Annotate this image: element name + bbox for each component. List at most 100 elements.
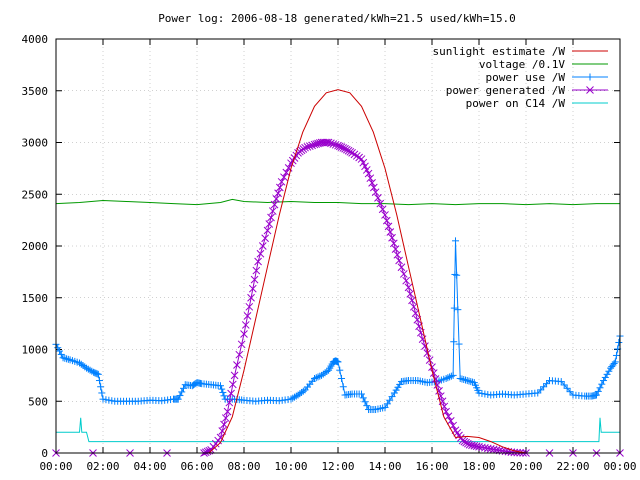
x-tick-label: 14:00 [368,460,401,473]
series-point [435,387,443,395]
series-point [270,200,279,209]
series-point [429,369,438,377]
series-point [442,407,450,416]
series-point [468,441,476,450]
series-point [207,446,215,454]
x-tick-label: 16:00 [415,460,448,473]
series-point [408,296,416,305]
series-point [282,168,291,177]
series-0 [208,89,527,454]
series-point [406,290,415,298]
series-point [382,216,391,225]
series-point [268,207,277,215]
series-point [256,249,265,258]
series-point [211,439,220,448]
legend-entry: power on C14 /W [466,97,608,110]
series-point [386,228,395,236]
series-point [348,148,356,157]
y-tick-label: 4000 [22,33,49,46]
series-point [301,143,309,152]
series-point [411,309,420,318]
legend-label: power on C14 /W [466,97,566,110]
series-point [303,143,312,151]
series-point [431,375,440,383]
y-tick-label: 0 [41,447,48,460]
legend-entry: sunlight estimate /W [433,45,608,58]
series-point [240,330,248,338]
series-point [225,398,234,407]
series-point [344,146,353,155]
x-tick-label: 02:00 [86,460,119,473]
series-point [362,166,371,174]
series-point [220,420,228,429]
series-point [233,361,241,369]
series-point [280,173,288,182]
x-tick-label: 00:00 [603,460,636,473]
series-point [223,407,232,416]
series-point [247,293,255,302]
series-point [359,158,368,167]
series-point [341,144,349,153]
series-point [337,143,346,152]
x-tick-label: 04:00 [133,460,166,473]
series-point [402,276,411,285]
series-point [399,270,408,278]
series-line [55,240,621,410]
series-point [378,205,387,214]
y-tick-label: 500 [28,395,48,408]
series-2 [52,237,624,414]
series-point [265,220,274,228]
series-point [374,194,382,202]
legend-entry: voltage /0.1V [479,58,608,71]
series-point [248,284,257,293]
series-1 [55,198,620,206]
series-point [384,222,393,231]
x-tick-label: 12:00 [321,460,354,473]
series-point [364,169,373,178]
plot-series [52,89,624,457]
series-line [56,417,620,443]
series-point [324,138,333,147]
series-point [216,433,225,442]
series-point [463,439,472,448]
series-point [334,141,342,150]
x-tick-label: 08:00 [227,460,260,473]
series-point [453,428,462,437]
legend-entry: power generated /W [446,84,608,97]
series-point [446,417,455,425]
series-point [243,312,252,320]
y-tick-label: 2500 [22,188,49,201]
series-point [237,340,246,349]
series-point [388,233,396,242]
series-point [329,140,338,148]
series-point [274,189,282,198]
series-point [258,242,267,250]
y-tick-label: 2000 [22,240,49,253]
series-point [254,257,262,266]
series-point [241,321,250,329]
legend-entry: power use /W [486,71,608,84]
series-point [245,302,254,311]
series-point [371,188,380,197]
series-line [55,198,620,206]
x-tick-label: 06:00 [180,460,213,473]
series-point [335,142,344,151]
series-point [409,302,418,311]
series-point [352,152,361,160]
axis-ticks: 0 500 1000 1500 2000 2500 3000 3500 4000 00:00 02:… [22,33,637,473]
series-point [465,440,474,449]
series-point [510,448,519,457]
series-point [368,179,376,187]
series-point [391,245,400,253]
y-tick-label: 1500 [22,292,49,305]
series-point [395,256,403,265]
series-point [444,412,453,421]
series-point [355,153,364,162]
series-point [357,155,366,163]
series-point [235,350,244,359]
series-point [342,145,351,154]
series-point [421,342,429,350]
series-point [284,164,293,172]
series-point [470,441,479,450]
